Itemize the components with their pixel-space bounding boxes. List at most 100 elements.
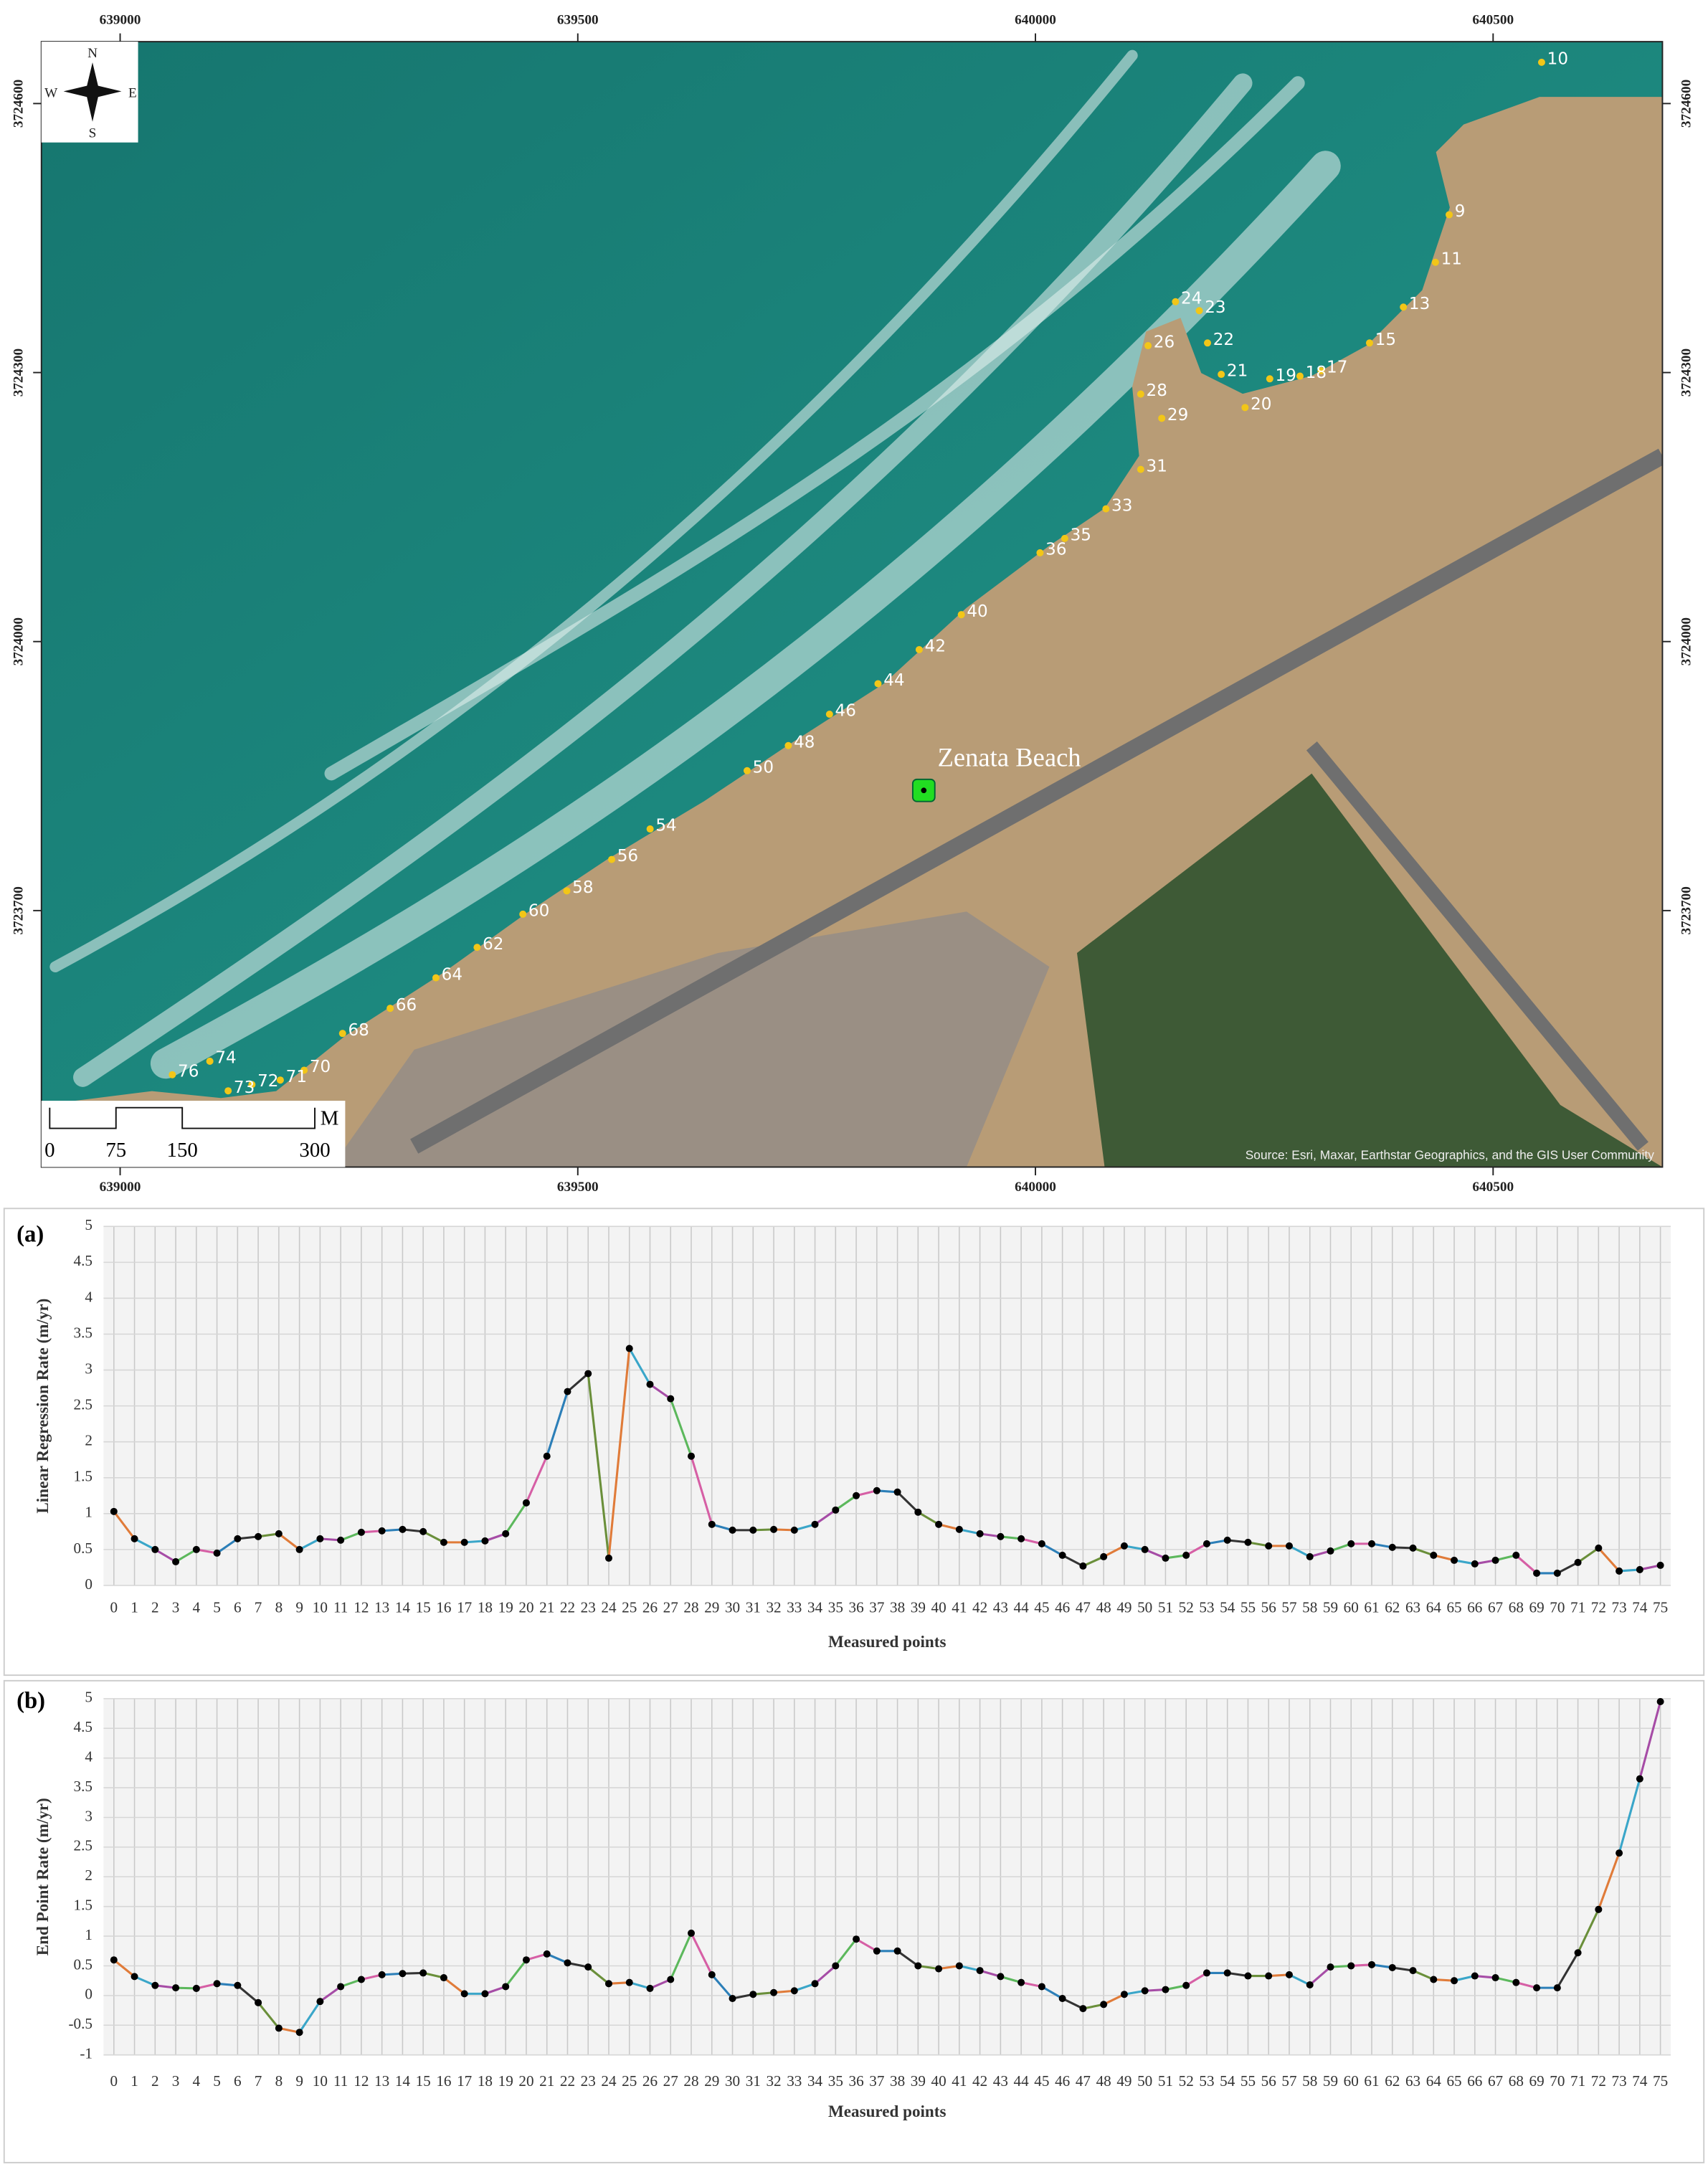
x-tick-label: 51 bbox=[1158, 1599, 1173, 1616]
y-tick-label: 0 bbox=[85, 1575, 92, 1593]
x-tick-label: 3 bbox=[172, 1599, 180, 1616]
data-point bbox=[1388, 1543, 1396, 1551]
data-point bbox=[1368, 1960, 1376, 1968]
line-segment bbox=[917, 1511, 939, 1526]
line-segment bbox=[546, 1391, 569, 1457]
x-tick-label: 5 bbox=[213, 1599, 221, 1616]
map-x-label: 639000 bbox=[100, 13, 141, 28]
x-tick-label: 67 bbox=[1488, 2072, 1503, 2090]
x-tick-label: 8 bbox=[275, 1599, 283, 1616]
road bbox=[1306, 741, 1648, 1151]
point-label: 17 bbox=[1327, 359, 1347, 377]
point-label: 42 bbox=[925, 637, 946, 656]
line-segment bbox=[1082, 1555, 1104, 1568]
data-point bbox=[1409, 1544, 1417, 1552]
x-tick-label: 64 bbox=[1426, 2072, 1442, 2090]
x-tick-label: 72 bbox=[1591, 1599, 1606, 1616]
line-segment bbox=[133, 1975, 156, 1987]
map-frame bbox=[40, 41, 1664, 1168]
x-tick-label: 5 bbox=[213, 2072, 221, 2090]
shore-point bbox=[300, 1066, 308, 1074]
line-segment bbox=[1577, 1547, 1600, 1564]
line-segment bbox=[1289, 1973, 1311, 1986]
data-point bbox=[543, 1950, 551, 1958]
data-point bbox=[543, 1452, 551, 1460]
x-tick-label: 53 bbox=[1199, 2072, 1214, 2090]
data-point bbox=[440, 1538, 447, 1546]
data-point bbox=[1265, 1972, 1273, 1980]
data-point bbox=[604, 1554, 612, 1562]
point-label: 68 bbox=[348, 1021, 369, 1040]
map-x-label: 639500 bbox=[557, 13, 599, 28]
x-tick-label: 58 bbox=[1302, 1599, 1317, 1616]
point-label: 76 bbox=[178, 1062, 199, 1081]
y-axis-title: End Point Rate (m/yr) bbox=[33, 1798, 52, 1955]
x-tick-label: 68 bbox=[1509, 1599, 1524, 1616]
x-tick-label: 2 bbox=[151, 2072, 159, 2090]
shore-point bbox=[519, 910, 527, 918]
compass-s: S bbox=[89, 126, 97, 141]
x-tick-label: 44 bbox=[1014, 1599, 1030, 1616]
line-segment bbox=[1556, 1952, 1579, 1988]
map-y-label: 3724300 bbox=[11, 348, 26, 397]
y-tick-label: 0.5 bbox=[74, 1540, 92, 1557]
shore-point bbox=[206, 1057, 214, 1065]
y-tick-label: 4 bbox=[85, 1748, 92, 1765]
data-point bbox=[667, 1395, 675, 1403]
line-segment bbox=[794, 1982, 816, 1992]
x-tick-label: 45 bbox=[1034, 2072, 1049, 2090]
data-point bbox=[667, 1976, 675, 1983]
x-tick-label: 75 bbox=[1653, 1599, 1668, 1616]
shore-point bbox=[169, 1071, 176, 1078]
point-label: 48 bbox=[794, 733, 815, 751]
x-tick-label: 2 bbox=[151, 1599, 159, 1616]
line-segment bbox=[298, 2001, 321, 2034]
x-tick-label: 33 bbox=[787, 1599, 802, 1616]
x-tick-label: 31 bbox=[746, 1599, 761, 1616]
line-segment bbox=[484, 1986, 506, 1995]
point-label: 18 bbox=[1306, 364, 1327, 382]
data-point bbox=[1306, 1981, 1314, 1988]
x-tick-label: 34 bbox=[807, 1599, 823, 1616]
x-tick-label: 71 bbox=[1570, 2072, 1585, 2090]
data-point bbox=[1388, 1963, 1396, 1971]
point-label: 70 bbox=[310, 1058, 331, 1076]
data-point bbox=[1512, 1551, 1520, 1559]
data-point bbox=[976, 1967, 984, 1975]
x-tick-label: 63 bbox=[1405, 1599, 1420, 1616]
scale-line bbox=[49, 1106, 316, 1129]
map-y-label: 3724300 bbox=[1679, 348, 1694, 397]
x-tick-label: 35 bbox=[828, 2072, 843, 2090]
shore-point bbox=[224, 1087, 232, 1095]
data-point bbox=[1533, 1569, 1541, 1577]
data-point bbox=[255, 1998, 262, 2006]
data-point bbox=[1120, 1542, 1128, 1550]
x-tick-label: 24 bbox=[601, 1599, 617, 1616]
x-tick-label: 1 bbox=[131, 2072, 138, 2090]
line-segment bbox=[319, 1986, 342, 2003]
point-label: 71 bbox=[286, 1068, 307, 1086]
x-tick-label: 65 bbox=[1446, 1599, 1461, 1616]
point-label: 73 bbox=[234, 1078, 255, 1097]
x-tick-label: 33 bbox=[787, 2072, 802, 2090]
data-point bbox=[708, 1971, 716, 1978]
x-tick-label: 6 bbox=[234, 1599, 242, 1616]
data-point bbox=[976, 1530, 984, 1537]
data-point bbox=[275, 2024, 283, 2032]
data-point bbox=[811, 1520, 819, 1528]
data-point bbox=[1058, 1995, 1066, 2003]
data-point bbox=[625, 1345, 633, 1352]
x-tick-label: 48 bbox=[1096, 1599, 1111, 1616]
x-tick-label: 35 bbox=[828, 1599, 843, 1616]
shore-point bbox=[1036, 549, 1044, 556]
data-point bbox=[646, 1380, 654, 1388]
y-tick-label: 1 bbox=[85, 1504, 92, 1521]
shore-point bbox=[1144, 342, 1152, 350]
vegetation bbox=[1076, 773, 1663, 1167]
line-segment bbox=[1329, 1542, 1352, 1552]
data-point bbox=[1141, 1987, 1149, 1995]
x-tick-label: 40 bbox=[931, 2072, 946, 2090]
data-point bbox=[502, 1983, 510, 1991]
data-point bbox=[110, 1507, 118, 1515]
map-x-label: 639500 bbox=[557, 1180, 599, 1195]
